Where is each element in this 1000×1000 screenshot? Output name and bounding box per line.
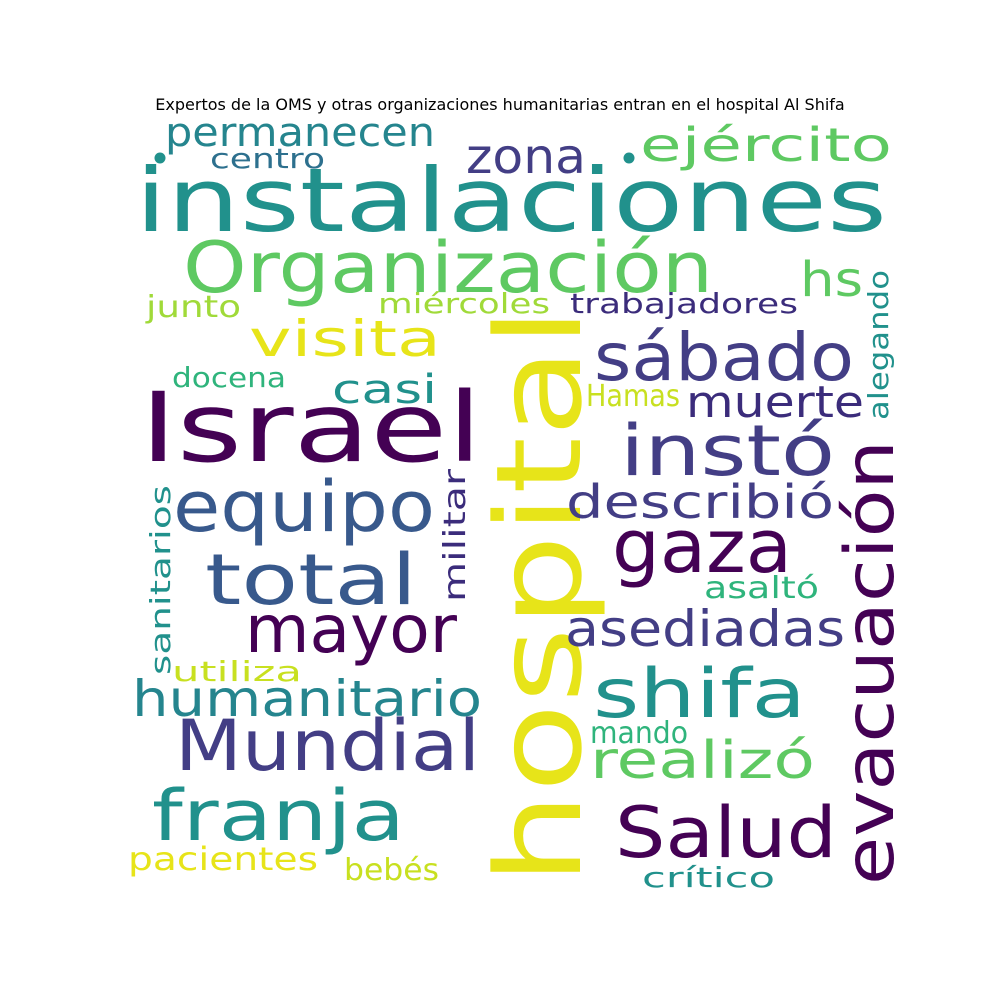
word-utiliza: utiliza bbox=[172, 655, 302, 688]
word-describio: describió bbox=[566, 475, 834, 529]
word-israel: Israel bbox=[140, 372, 482, 484]
word-muerte: muerte bbox=[686, 377, 864, 428]
word-centro: centro bbox=[210, 142, 325, 175]
word-militar: militar bbox=[438, 468, 473, 602]
word-organizacion: Organización bbox=[183, 227, 713, 309]
word-visita: visita bbox=[249, 310, 441, 368]
word-sanitarios: sanitarios bbox=[144, 485, 177, 675]
word-ejercito: ejército bbox=[640, 118, 892, 172]
word-bebes: bebés bbox=[344, 853, 439, 888]
word-critico: crítico bbox=[642, 861, 775, 894]
word-permanecen: permanecen bbox=[165, 110, 435, 156]
page-title: Expertos de la OMS y otras organizacione… bbox=[155, 95, 845, 114]
word-mundial: Mundial bbox=[175, 705, 480, 787]
word-shifa: shifa bbox=[593, 655, 806, 734]
word-humanitario: humanitario bbox=[132, 670, 482, 728]
word-sabado: sábado bbox=[594, 319, 854, 396]
word-evacuacion: evacuación bbox=[831, 440, 910, 885]
dot-right bbox=[623, 152, 635, 164]
word-hospital: hospital bbox=[470, 307, 608, 885]
word-junto: junto bbox=[145, 290, 241, 325]
word-mayor: mayor bbox=[245, 591, 458, 668]
word-docena: docena bbox=[172, 361, 286, 394]
dot-left bbox=[154, 152, 166, 164]
word-insto: instó bbox=[620, 410, 835, 492]
word-mando: mando bbox=[590, 716, 688, 751]
word-realizo: realizó bbox=[590, 731, 815, 791]
word-hs: hs bbox=[800, 252, 863, 308]
word-casi: casi bbox=[332, 367, 437, 413]
word-equipo: equipo bbox=[173, 466, 435, 548]
word-gaza: gaza bbox=[612, 504, 792, 590]
word-franja: franja bbox=[152, 775, 405, 857]
word-hamas: Hamas bbox=[586, 379, 680, 414]
word-miercoles: miércoles bbox=[378, 287, 550, 320]
word-pacientes: pacientes bbox=[128, 840, 318, 878]
word-zona: zona bbox=[466, 129, 586, 185]
word-instalaciones: instalaciones bbox=[135, 149, 887, 252]
word-asediadas: asediadas bbox=[565, 600, 845, 658]
word-alegando: alegando bbox=[862, 270, 895, 420]
word-asalto: asaltó bbox=[704, 571, 819, 606]
word-salud: Salud bbox=[615, 792, 837, 874]
word-total: total bbox=[205, 539, 417, 621]
word-trabajadores: trabajadores bbox=[570, 287, 798, 320]
